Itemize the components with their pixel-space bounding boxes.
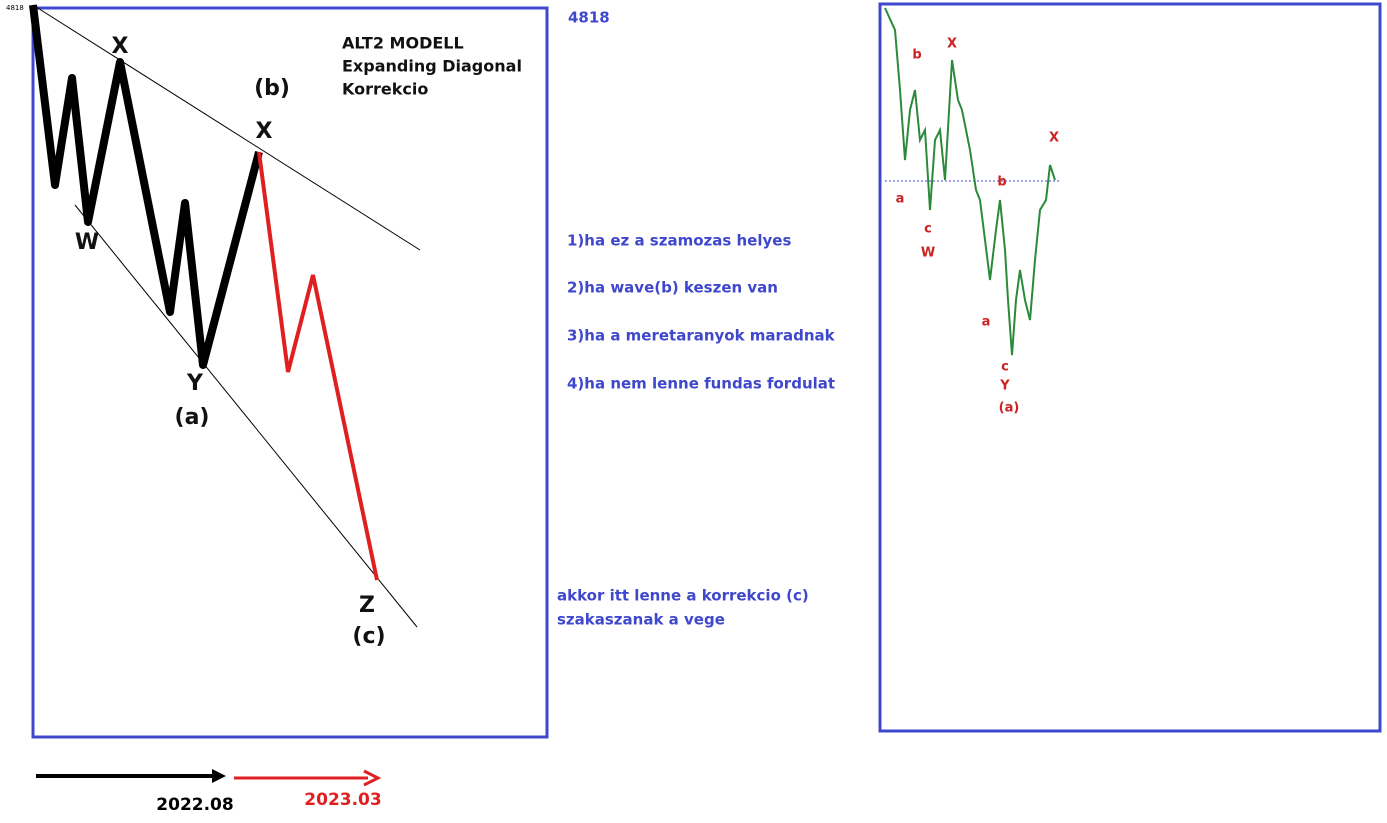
wave-path bbox=[29, 4, 263, 369]
wave-label: (a) bbox=[999, 401, 1020, 416]
wave-label: Z bbox=[359, 593, 375, 618]
wave-label: (c) bbox=[352, 624, 385, 649]
wave-label: Y bbox=[999, 379, 1010, 394]
price-level: 4818 bbox=[568, 9, 610, 27]
wave-label: W bbox=[75, 230, 99, 255]
arrow-head bbox=[212, 769, 226, 783]
wave-label: a bbox=[896, 192, 905, 207]
left-frame bbox=[31, 6, 549, 739]
note: 2)ha wave(b) keszen van bbox=[567, 279, 778, 297]
date-label: 2023.03 bbox=[304, 790, 381, 810]
title-line: Expanding Diagonal bbox=[342, 57, 522, 76]
corner-price: 4818 bbox=[6, 4, 24, 12]
date-label: 2022.08 bbox=[156, 795, 233, 815]
wave-label: Y bbox=[186, 371, 204, 396]
conclusion: akkor itt lenne a korrekcio (c) bbox=[557, 587, 809, 605]
note: 1)ha ez a szamozas helyes bbox=[567, 232, 791, 250]
note: 3)ha a meretaranyok maradnak bbox=[567, 327, 836, 345]
wave-label: X bbox=[112, 34, 129, 59]
wave-label: a bbox=[982, 315, 991, 330]
lower-channel bbox=[74, 204, 418, 628]
wave-label: (a) bbox=[175, 405, 210, 430]
wave-label: c bbox=[1001, 360, 1009, 375]
title-line: Korrekcio bbox=[342, 80, 428, 99]
wave-label: X bbox=[947, 37, 957, 52]
projected-path bbox=[257, 151, 379, 581]
upper-channel bbox=[32, 4, 421, 251]
price-chart bbox=[884, 7, 1056, 356]
conclusion: szakaszanak a vege bbox=[557, 611, 725, 629]
title-line: ALT2 MODELL bbox=[342, 34, 464, 53]
wave-label: (b) bbox=[254, 76, 290, 101]
wave-label: b bbox=[912, 48, 921, 63]
wave-label: X bbox=[256, 119, 273, 144]
wave-label: X bbox=[1049, 131, 1059, 146]
arrow-head bbox=[363, 769, 382, 787]
wave-label: c bbox=[924, 222, 932, 237]
wave-label: W bbox=[921, 246, 935, 261]
note: 4)ha nem lenne fundas fordulat bbox=[567, 375, 835, 393]
wave-label: b bbox=[997, 175, 1006, 190]
right-frame bbox=[878, 2, 1382, 733]
